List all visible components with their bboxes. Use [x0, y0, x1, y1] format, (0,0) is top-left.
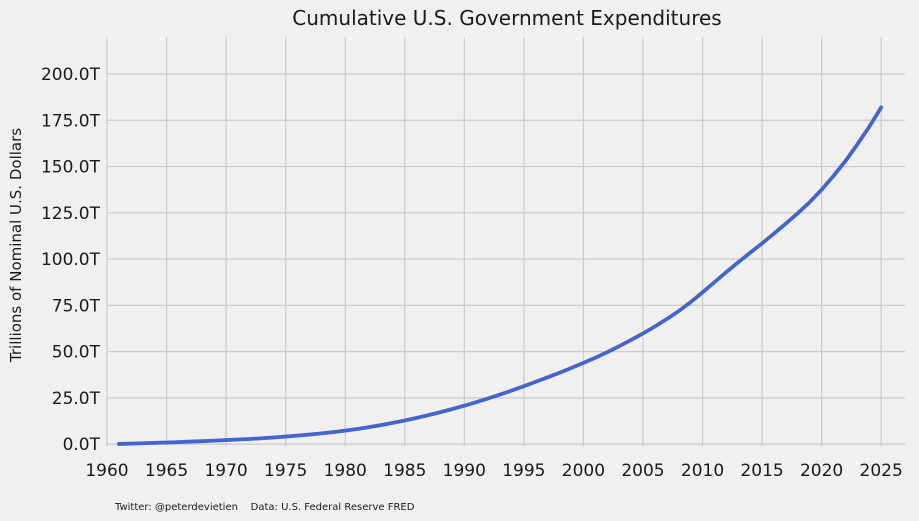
x-tick-label: 2000 — [562, 461, 605, 481]
x-tick-label: 1960 — [85, 461, 128, 481]
x-tick-label: 2025 — [860, 461, 903, 481]
x-tick-label: 1995 — [502, 461, 545, 481]
x-tick-label: 1970 — [204, 461, 247, 481]
y-tick-label: 175.0T — [41, 111, 101, 131]
y-tick-label: 75.0T — [52, 296, 101, 316]
grid — [106, 37, 905, 446]
x-tick-label: 1965 — [145, 461, 188, 481]
x-tick-label: 1975 — [264, 461, 307, 481]
footnote: Twitter: @peterdevietien Data: U.S. Fede… — [114, 502, 415, 513]
x-tick-label: 1990 — [443, 461, 486, 481]
y-tick-label: 200.0T — [41, 65, 101, 85]
x-axis-ticks: 1960 1965 1970 1975 1980 1985 1990 1995 2000 2005… — [85, 461, 902, 481]
y-tick-label: 0.0T — [63, 435, 101, 455]
y-tick-label: 125.0T — [41, 204, 101, 224]
chart-title: Cumulative U.S. Government Expenditures — [292, 6, 721, 30]
x-tick-label: 2005 — [621, 461, 664, 481]
y-tick-label: 50.0T — [52, 343, 101, 363]
x-tick-label: 2010 — [681, 461, 724, 481]
series-line — [117, 105, 884, 446]
y-axis-label: Trillions of Nominal U.S. Dollars — [7, 128, 25, 363]
y-tick-label: 25.0T — [52, 389, 101, 409]
y-tick-label: 100.0T — [41, 250, 101, 270]
x-tick-label: 1985 — [383, 461, 426, 481]
x-tick-label: 2015 — [740, 461, 783, 481]
x-tick-label: 2020 — [800, 461, 843, 481]
x-tick-label: 1980 — [324, 461, 367, 481]
y-tick-label: 150.0T — [41, 158, 101, 178]
y-axis-ticks: 0.0T 25.0T 50.0T 75.0T 100.0T 125.0T 150.0T 175… — [41, 65, 101, 455]
